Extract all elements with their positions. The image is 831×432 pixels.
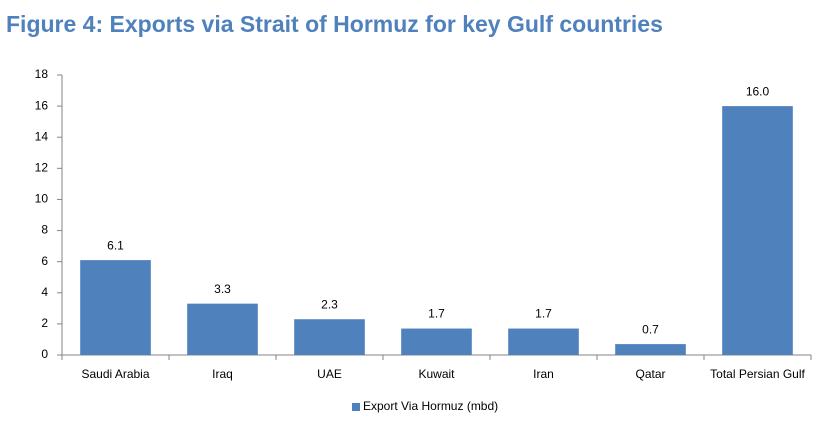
data-label: 3.3 [214, 282, 231, 296]
y-tick-label: 12 [35, 161, 49, 175]
data-label: 0.7 [642, 322, 659, 336]
y-tick-label: 16 [35, 98, 49, 112]
x-tick-label: Saudi Arabia [81, 367, 149, 381]
legend-label: Export Via Hormuz (mbd) [363, 399, 498, 413]
x-tick-label: UAE [317, 367, 342, 381]
bar [615, 344, 686, 355]
data-label: 1.7 [535, 307, 552, 321]
bar [508, 328, 579, 355]
bar [187, 303, 258, 355]
bar [294, 319, 365, 355]
legend-swatch [352, 403, 360, 411]
x-tick-label: Total Persian Gulf [710, 367, 805, 381]
bar [401, 328, 472, 355]
x-tick-label: Kuwait [418, 367, 455, 381]
y-tick-label: 4 [41, 285, 48, 299]
x-tick-label: Iran [533, 367, 554, 381]
bar [722, 106, 793, 355]
x-tick-label: Qatar [635, 367, 665, 381]
x-tick-label: Iraq [212, 367, 233, 381]
y-tick-label: 14 [35, 129, 49, 143]
chart-title: Figure 4: Exports via Strait of Hormuz f… [6, 11, 663, 37]
y-tick-label: 10 [35, 192, 49, 206]
y-tick-label: 2 [41, 316, 48, 330]
bar [80, 260, 151, 355]
y-tick-label: 0 [41, 347, 48, 361]
y-tick-label: 18 [35, 67, 49, 81]
data-label: 2.3 [321, 297, 338, 311]
data-label: 16.0 [746, 84, 770, 98]
y-tick-label: 8 [41, 223, 48, 237]
y-tick-label: 6 [41, 254, 48, 268]
data-label: 6.1 [107, 238, 124, 252]
data-label: 1.7 [428, 307, 445, 321]
